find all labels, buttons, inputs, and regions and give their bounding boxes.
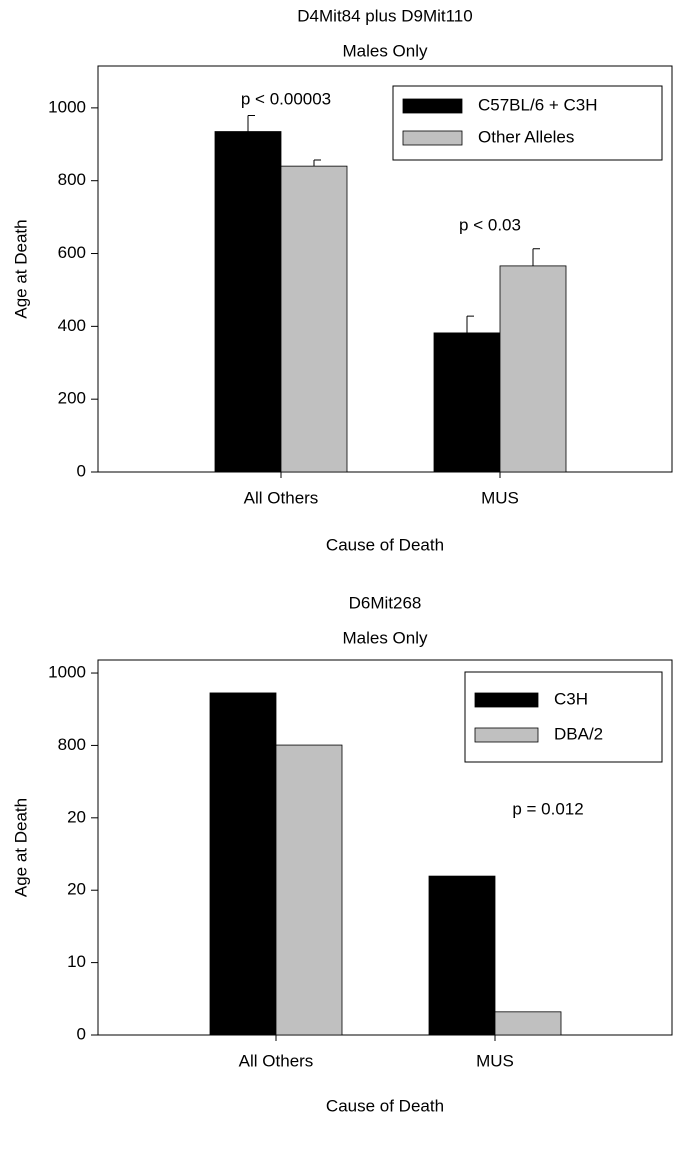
- x-tick-label: All Others: [244, 488, 319, 507]
- chart-title: D6Mit268: [349, 593, 422, 612]
- plot-frame: [97, 65, 673, 473]
- y-tick-label: 0: [77, 1024, 86, 1043]
- bar: [499, 265, 567, 473]
- y-axis-label: Age at Death: [11, 798, 30, 897]
- legend-swatch: [402, 98, 463, 114]
- chart-subtitle: Males Only: [342, 41, 428, 60]
- y-axis-label: Age at Death: [11, 219, 30, 318]
- legend-label: DBA/2: [554, 724, 603, 743]
- plot-frame: [97, 659, 673, 1036]
- bar: [209, 692, 277, 1036]
- x-axis-label: Cause of Death: [326, 1096, 444, 1115]
- legend-swatch: [474, 727, 539, 743]
- x-tick-label: MUS: [481, 488, 519, 507]
- bar: [428, 875, 496, 1036]
- x-axis-label: Cause of Death: [326, 535, 444, 554]
- annotation: p = 0.012: [512, 799, 583, 818]
- y-tick-label: 1000: [48, 97, 86, 116]
- legend-box: [392, 85, 663, 161]
- y-tick-label: 600: [58, 243, 86, 262]
- bar: [280, 165, 348, 473]
- error-bar: [247, 115, 255, 132]
- legend-box: [464, 671, 663, 763]
- y-tick-label: 0: [77, 461, 86, 480]
- chart-title: D4Mit84 plus D9Mit110: [297, 6, 472, 25]
- legend-swatch: [474, 692, 539, 708]
- y-tick-label: 10: [67, 952, 86, 971]
- y-tick-label: 800: [58, 735, 86, 754]
- bar: [275, 744, 343, 1036]
- annotation: p < 0.03: [459, 215, 521, 234]
- y-tick-label: 400: [58, 316, 86, 335]
- y-tick-label: 200: [58, 389, 86, 408]
- y-tick-label: 20: [67, 807, 86, 826]
- x-tick-label: All Others: [239, 1051, 314, 1070]
- bar: [494, 1011, 562, 1036]
- y-tick-label: 1000: [48, 663, 86, 682]
- error-bar: [532, 248, 540, 266]
- bar: [433, 332, 501, 473]
- legend-label: C57BL/6 + C3H: [478, 95, 598, 114]
- legend-label: Other Alleles: [478, 127, 574, 146]
- chart-subtitle: Males Only: [342, 628, 428, 647]
- legend-label: C3H: [554, 689, 588, 708]
- error-bar: [313, 159, 321, 167]
- error-bar: [466, 315, 474, 333]
- y-tick-label: 20: [67, 880, 86, 899]
- annotation: p < 0.00003: [241, 89, 331, 108]
- y-tick-label: 800: [58, 170, 86, 189]
- bar: [214, 131, 282, 473]
- legend-swatch: [402, 130, 463, 146]
- x-tick-label: MUS: [476, 1051, 514, 1070]
